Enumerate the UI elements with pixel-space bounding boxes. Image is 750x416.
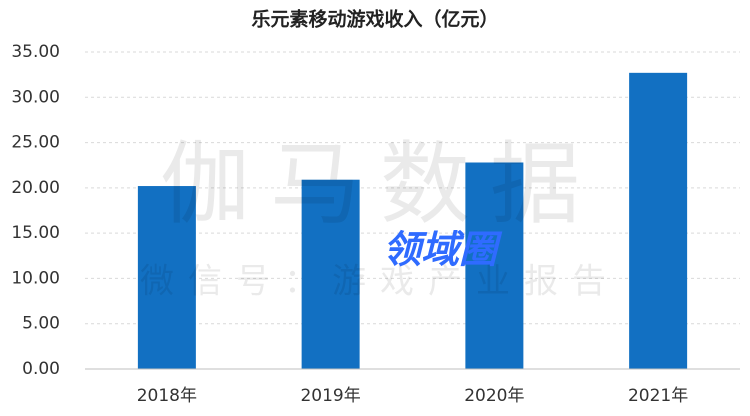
x-tick-label: 2020年 <box>464 386 524 406</box>
y-tick-label: 25.00 <box>11 133 60 153</box>
x-tick-label: 2019年 <box>300 386 360 406</box>
y-tick-label: 0.00 <box>22 359 60 379</box>
bar <box>137 186 196 369</box>
watermark: 领域圈 <box>383 228 503 272</box>
watermark: 伽马数据 <box>160 132 600 237</box>
y-tick-label: 5.00 <box>22 314 60 334</box>
x-tick-label: 2021年 <box>628 386 688 406</box>
bar <box>629 72 688 370</box>
bar <box>301 179 360 369</box>
bar <box>465 162 524 369</box>
y-tick-label: 30.00 <box>11 87 60 107</box>
x-tick-label: 2018年 <box>137 386 197 406</box>
y-tick-label: 20.00 <box>11 178 60 198</box>
watermark: 微信号：游戏产业报告 <box>140 262 620 302</box>
y-tick-label: 15.00 <box>11 223 60 243</box>
y-tick-label: 35.00 <box>11 42 60 62</box>
y-tick-label: 10.00 <box>11 268 60 288</box>
chart-title: 乐元素移动游戏收入（亿元） <box>251 8 498 31</box>
